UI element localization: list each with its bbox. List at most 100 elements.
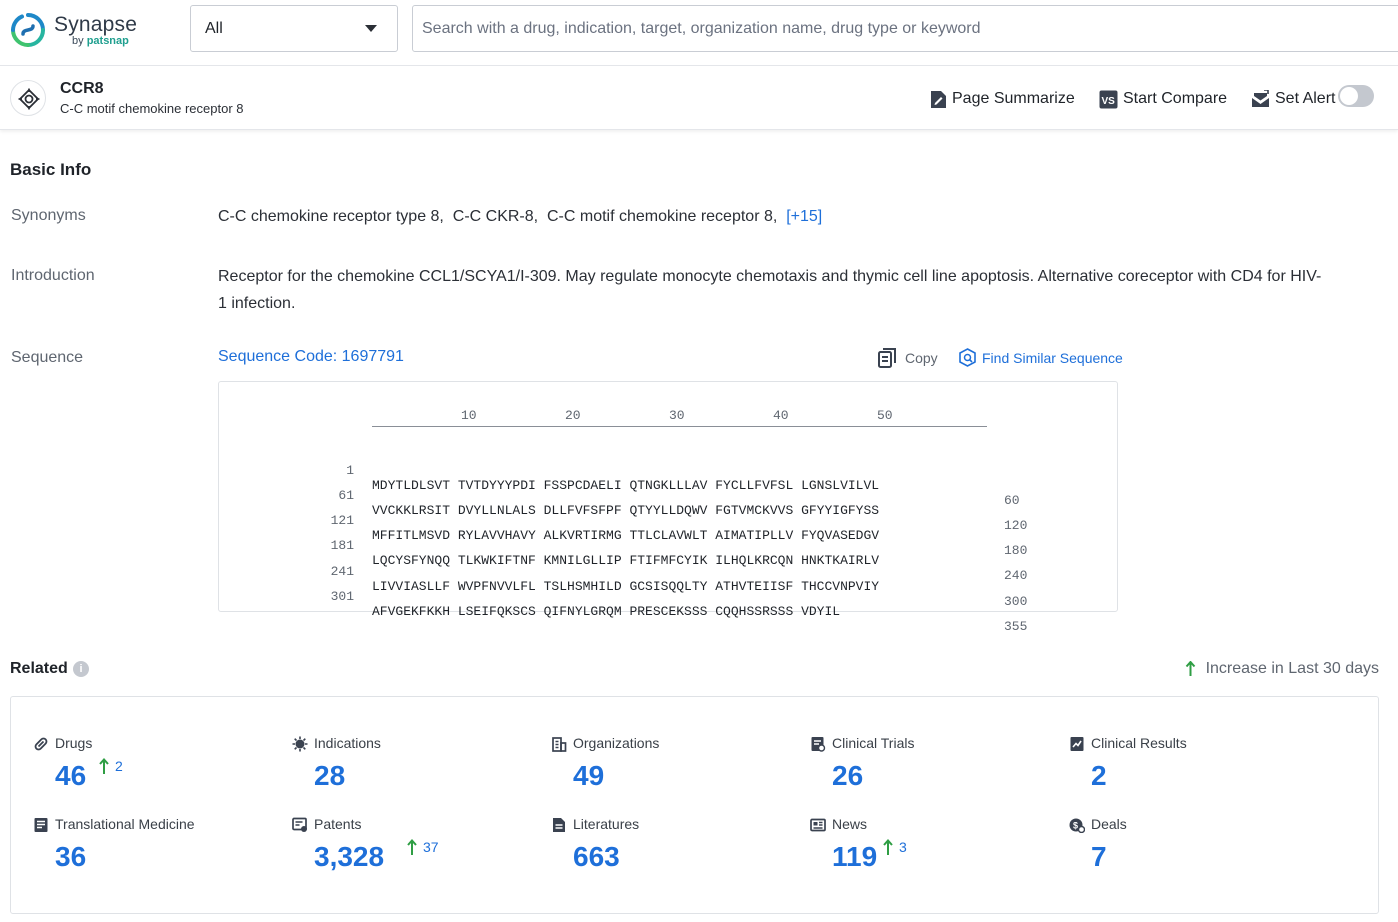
svg-text:VS: VS [1102,96,1116,107]
stat-value: 2 [1091,759,1107,793]
deal-icon: $ [1069,817,1085,833]
virus-icon [292,736,308,752]
synapse-logo[interactable]: Synapse by patsnap [10,12,170,52]
sequence-row: 61 VVCKKLRSIT DVYLLNLALS DLLFVFSFPF QTYY… [219,473,1119,493]
stat-indications[interactable]: Indications 28 [292,735,542,805]
find-similar-label: Find Similar Sequence [982,350,1123,366]
category-select[interactable]: All [190,5,398,52]
stat-increase-value: 2 [115,758,123,774]
set-alert-label: Set Alert [1275,90,1335,108]
find-similar-sequence-button[interactable]: Find Similar Sequence [958,348,1123,367]
ruler-tick: 30 [669,408,685,423]
stat-translational-medicine[interactable]: Translational Medicine 36 [33,816,283,886]
ruler-tick: 40 [773,408,789,423]
copy-button[interactable]: Copy [878,348,938,368]
start-compare-button[interactable]: VS Start Compare [1099,88,1227,110]
page-title: CCR8 [60,80,104,98]
stat-value: 3,328 [314,840,384,874]
summarize-icon [930,90,947,109]
stat-clinical-results[interactable]: Clinical Results 2 [1069,735,1319,805]
brand-name: Synapse [54,13,137,37]
stat-value: 663 [573,840,620,874]
stat-label: Drugs [55,735,92,751]
stat-label: Clinical Results [1091,735,1187,751]
stat-label: Patents [314,816,361,832]
bell-alert-icon [1251,90,1270,108]
set-alert-button[interactable]: Set Alert [1251,88,1335,110]
set-alert-toggle[interactable] [1338,85,1374,107]
stat-clinical-trials[interactable]: Clinical Trials 26 [810,735,1060,805]
ruler-tick: 50 [877,408,893,423]
brand-patsnap: patsnap [87,35,129,47]
find-similar-icon [958,348,977,367]
chart-doc-icon [1069,736,1085,752]
stat-value: 119 [832,840,877,874]
stat-increase: 37 [407,839,439,855]
stat-drugs[interactable]: Drugs 46 2 [33,735,283,805]
ruler-tick: 20 [565,408,581,423]
synonym-item: C-C motif chemokine receptor 8, [547,208,777,225]
page-summarize-button[interactable]: Page Summarize [930,88,1075,110]
patent-icon [292,817,308,833]
toggle-knob [1340,87,1358,105]
category-select-value: All [205,20,223,38]
sequence-row: 121 MFFITLMSVD RYLAVVHAVY ALKVRTIRMG TTL… [219,498,1119,518]
stat-literatures[interactable]: Literatures 663 [551,816,801,886]
stat-value: 26 [832,759,863,793]
search-input[interactable] [412,5,1398,52]
clipboard-icon [810,736,826,752]
synonyms-value: C-C chemokine receptor type 8, C-C CKR-8… [218,203,822,230]
sequence-row-residues: AFVGEKFKKH LSEIFQKSCS QIFNYLGRQM PRESCEK… [372,604,840,619]
introduction-label: Introduction [11,267,95,285]
sequence-ruler [372,426,987,427]
building-icon [551,736,567,752]
copy-icon [878,348,897,368]
target-type-icon [10,80,46,116]
related-stats-panel: Drugs 46 2 Indications 28 Organizations … [10,696,1379,914]
stat-increase-value: 3 [899,839,907,855]
stat-increase: 2 [99,758,123,774]
sequence-row-end: 300 [1004,594,1027,609]
introduction-text: Receptor for the chemokine CCL1/SCYA1/I-… [218,263,1328,317]
stat-deals[interactable]: $ Deals 7 [1069,816,1319,886]
arrow-up-icon [407,839,417,855]
stat-label: Clinical Trials [832,735,914,751]
sequence-code-link[interactable]: Sequence Code: 1697791 [218,348,404,366]
sequence-row: 241 LIVVIASLLF WVPFNVVLFL TSLHSMHILD GCS… [219,549,1119,569]
synonyms-more-link[interactable]: [+15] [786,208,822,225]
synonym-item: C-C chemokine receptor type 8, [218,208,444,225]
target-header: CCR8 C-C motif chemokine receptor 8 Page… [0,66,1398,130]
sequence-row-start: 301 [319,589,354,604]
basic-info-title: Basic Info [10,160,91,180]
info-icon[interactable]: i [73,661,89,677]
increase-legend: Increase in Last 30 days [1185,660,1379,678]
sequence-row: 1 MDYTLDLSVT TVTDYYYPDI FSSPCDAELI QTNGK… [219,448,1119,468]
compare-icon: VS [1099,90,1118,109]
page-subtitle: C-C motif chemokine receptor 8 [60,101,244,116]
related-title: Related [10,660,68,678]
stat-increase: 3 [883,839,907,855]
sequence-row: 301 AFVGEKFKKH LSEIFQKSCS QIFNYLGRQM PRE… [219,574,1119,594]
ruler-tick: 10 [461,408,477,423]
increase-legend-label: Increase in Last 30 days [1206,660,1379,678]
synonyms-label: Synonyms [11,207,86,225]
stat-patents[interactable]: Patents 3,328 37 [292,816,542,886]
stat-organizations[interactable]: Organizations 49 [551,735,801,805]
sequence-row: 181 LQCYSFYNQQ TLKWKIFTNF KMNILGLLIP FTI… [219,523,1119,543]
newspaper-icon [810,817,826,833]
brand-by: by patsnap [72,35,129,47]
pill-icon [33,736,49,752]
stat-label: Indications [314,735,381,751]
top-bar: Synapse by patsnap All [0,0,1398,66]
svg-text:$: $ [1073,821,1078,831]
book-icon [33,817,49,833]
stat-label: Translational Medicine [55,816,195,832]
synonym-item: C-C CKR-8, [453,208,538,225]
arrow-up-icon [1185,661,1196,677]
stat-value: 49 [573,759,604,793]
stat-value: 36 [55,840,86,874]
stat-value: 46 [55,759,86,793]
start-compare-label: Start Compare [1123,90,1227,108]
stat-news[interactable]: News 119 3 [810,816,1060,886]
stat-label: Deals [1091,816,1127,832]
